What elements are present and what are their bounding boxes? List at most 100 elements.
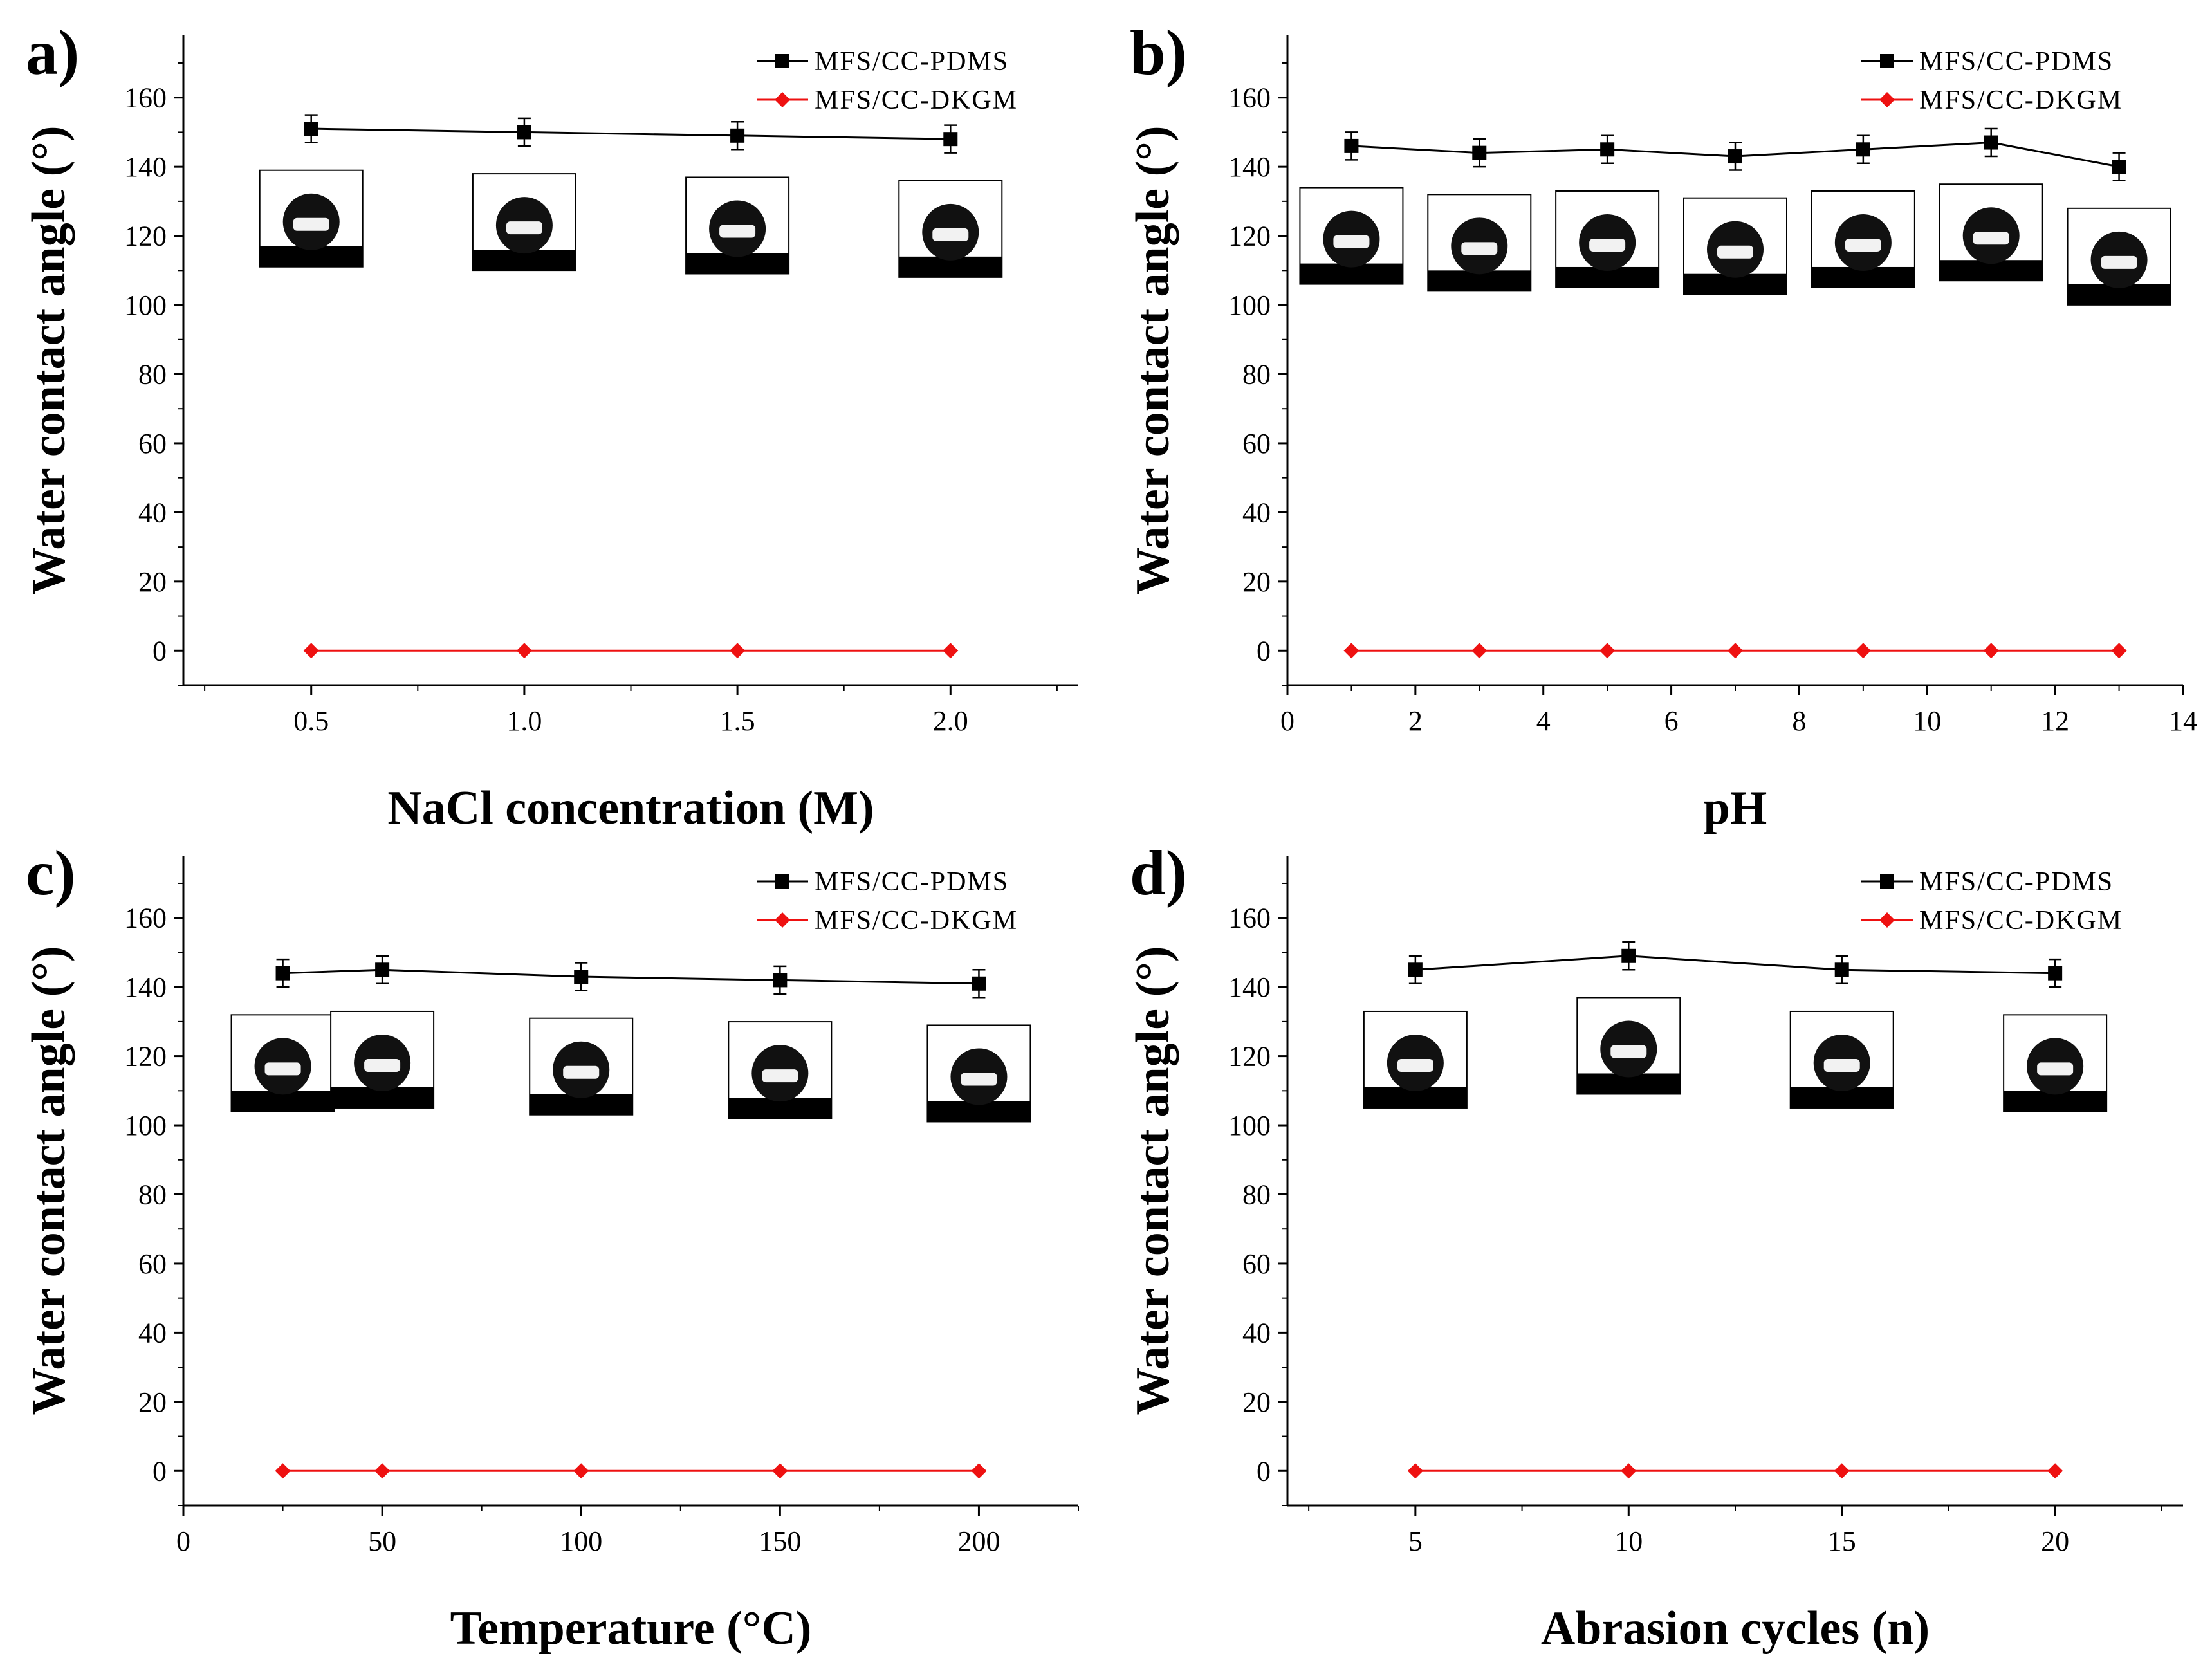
panel-d: 0 20 40 60 80 100 120 140 160 5 10 15 20 Abrasion cyc… [1127,837,2183,1655]
droplet-inset-2 [529,1017,634,1116]
y-axis-title: Water contact angle (°) [23,126,75,595]
droplet-highlight [563,1065,600,1079]
x-tick-label: 100 [560,1525,602,1557]
data-point [943,132,958,147]
y-tick-label: 60 [1242,1248,1271,1280]
data-point [1408,962,1423,977]
droplet-inset-2 [1789,1010,1894,1109]
x-tick-label: 10 [1913,705,1941,737]
y-tick-label: 60 [138,1248,167,1280]
legend-label: MFS/CC-PDMS [1919,47,2114,77]
droplet-highlight [1333,235,1370,248]
series-line [311,127,951,140]
series-dkgm [1407,1463,2063,1479]
x-tick-label: 4 [1536,705,1551,737]
y-tick-label: 0 [1257,1455,1271,1487]
droplet-highlight [961,1073,997,1086]
droplet-inset-1 [1576,997,1681,1095]
series-dkgm [1343,643,2127,659]
y-tick-label: 140 [1228,151,1271,183]
data-point [730,128,745,143]
panel-b: 0 20 40 60 80 100 120 140 160 0 2 4 6 8 10 12 14 pH Water … [1127,17,2197,834]
data-point [2112,160,2126,174]
x-axis-title: Temperature (°C) [450,1602,812,1655]
data-point [1472,145,1487,160]
legend-label: MFS/CC-PDMS [1919,867,2114,897]
droplet-highlight [719,225,756,238]
droplet-inset-3 [898,180,1003,278]
droplet-inset-0 [259,169,364,268]
series-line [1415,955,2056,975]
y-tick-label: 80 [1242,358,1271,390]
y-tick-label: 140 [124,972,167,1003]
data-point [730,643,746,659]
data-point [303,643,319,659]
droplet-inset-1 [330,1010,435,1109]
data-point [573,1463,589,1479]
droplet-highlight [1823,1058,1860,1072]
droplet-inset-0 [230,1014,335,1112]
x-tick-label: 0.5 [293,705,329,737]
data-point [275,1463,291,1479]
data-point [972,976,986,991]
y-axis-title: Water contact angle (°) [1127,126,1179,595]
y-tick-label: 20 [138,1386,167,1418]
x-axis-title: NaCl concentration (M) [387,782,874,834]
legend-marker [775,874,789,889]
droplet-inset-5 [1939,183,2043,282]
data-point [1728,149,1742,164]
y-tick-label: 100 [1228,290,1271,321]
droplet-highlight [1845,238,1881,252]
legend-label: MFS/CC-PDMS [815,867,1009,897]
droplet-highlight [1973,232,2009,245]
data-point [772,1463,788,1479]
x-tick-label: 2 [1408,705,1423,737]
droplet-highlight [2101,255,2137,269]
series-pdms [275,955,986,999]
data-point [1983,643,1999,659]
y-tick-label: 120 [124,1041,167,1073]
droplet-highlight [293,217,329,231]
x-tick-label: 8 [1792,705,1806,737]
y-tick-label: 20 [1242,1386,1271,1418]
droplet-inset-1 [472,173,576,272]
y-tick-label: 140 [124,151,167,183]
data-point [516,643,532,659]
y-tick-label: 80 [138,358,167,390]
y-tick-label: 40 [1242,1317,1271,1349]
legend-marker [1879,92,1895,107]
legend: MFS/CC-PDMS MFS/CC-DKGM [757,47,1017,115]
data-point [2048,966,2063,981]
legend-marker [775,912,790,928]
data-point [1834,1463,1850,1479]
y-tick-label: 160 [1228,903,1271,934]
droplet-highlight [1397,1058,1433,1072]
droplet-inset-3 [728,1021,833,1119]
y-axis-title: Water contact angle (°) [23,946,75,1415]
y-tick-label: 120 [124,221,167,252]
droplet-highlight [1589,238,1626,252]
x-tick-label: 1.0 [506,705,542,737]
droplet-highlight [2037,1062,2074,1076]
y-tick-label: 20 [138,566,167,598]
data-point [1834,962,1849,977]
data-point [1343,643,1359,659]
x-tick-label: 0 [1280,705,1295,737]
legend-marker [1880,54,1894,68]
panel-label: d) [1130,837,1187,908]
y-tick-label: 160 [124,903,167,934]
data-point [943,643,959,659]
droplet-highlight [932,228,969,241]
data-point [275,966,290,981]
y-tick-label: 80 [138,1179,167,1210]
series-pdms [1408,941,2063,988]
y-tick-label: 60 [138,428,167,459]
panel-label: b) [1130,17,1187,88]
data-point [1984,135,1998,150]
y-tick-label: 40 [138,497,167,528]
data-point [1855,643,1871,659]
x-tick-label: 1.5 [720,705,755,737]
x-axis-title: Abrasion cycles (n) [1541,1602,1930,1655]
droplet-highlight [1717,245,1753,259]
